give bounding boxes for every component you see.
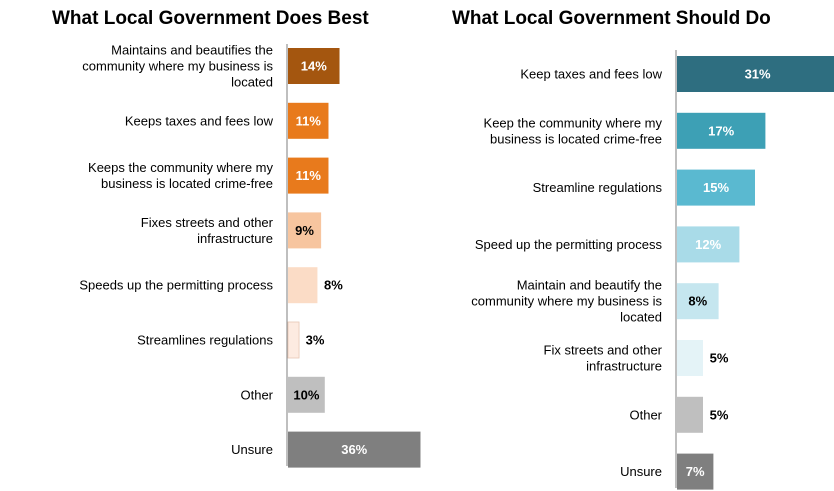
value-label: 8% <box>688 294 707 309</box>
category-label: Streamline regulations <box>533 180 663 195</box>
category-label: Keep taxes and fees low <box>520 67 662 82</box>
value-label: 14% <box>301 59 327 74</box>
bar <box>677 56 834 92</box>
chart-1: Keep taxes and fees low 31% Keep the commu… <box>471 50 834 490</box>
bar <box>677 169 755 206</box>
value-label: 8% <box>324 278 343 293</box>
bar <box>288 431 421 468</box>
category-label: Fixes streets and other infrastructure <box>141 215 274 246</box>
category-label: Streamlines regulations <box>137 333 273 348</box>
category-label: Keeps taxes and fees low <box>125 113 274 128</box>
value-label: 12% <box>695 237 721 252</box>
value-label: 11% <box>296 113 322 128</box>
bar <box>288 376 325 413</box>
bar <box>288 102 329 139</box>
bar <box>677 396 703 433</box>
category-label: Fix streets and other infrastructure <box>544 343 663 374</box>
bar <box>288 157 329 194</box>
bar <box>677 453 714 490</box>
value-label: 5% <box>710 407 729 422</box>
value-label: 10% <box>293 387 319 402</box>
value-label: 15% <box>703 180 729 195</box>
bar <box>287 321 300 359</box>
category-label: Unsure <box>620 464 662 479</box>
chart-title-should-do: What Local Government Should Do <box>452 8 771 29</box>
category-label: Keeps the community where my business is … <box>88 160 273 191</box>
bar <box>677 112 766 149</box>
category-label: Speed up the permitting process <box>475 237 663 252</box>
category-label: Keep the community where my business is l… <box>484 115 663 146</box>
value-label: 7% <box>686 464 705 479</box>
category-label: Other <box>629 407 662 422</box>
bar <box>288 48 340 84</box>
category-label: Maintain and beautify the community where… <box>471 278 662 325</box>
value-label: 3% <box>306 333 325 348</box>
bar <box>288 267 318 304</box>
category-label: Other <box>240 387 273 402</box>
bar <box>677 226 740 263</box>
value-label: 31% <box>745 67 771 82</box>
value-label: 17% <box>708 123 734 138</box>
chart-title-does-best: What Local Government Does Best <box>52 8 369 29</box>
bar <box>677 283 719 320</box>
value-label: 36% <box>341 442 367 457</box>
bar <box>677 340 703 376</box>
bar <box>288 212 322 249</box>
chart-0: Maintains and beautifies the community wh… <box>79 43 421 468</box>
category-label: Speeds up the permitting process <box>79 278 273 293</box>
category-label: Unsure <box>231 442 273 457</box>
value-label: 11% <box>296 168 322 183</box>
value-label: 5% <box>710 351 729 366</box>
category-label: Maintains and beautifies the community wh… <box>82 43 273 90</box>
value-label: 9% <box>295 223 314 238</box>
